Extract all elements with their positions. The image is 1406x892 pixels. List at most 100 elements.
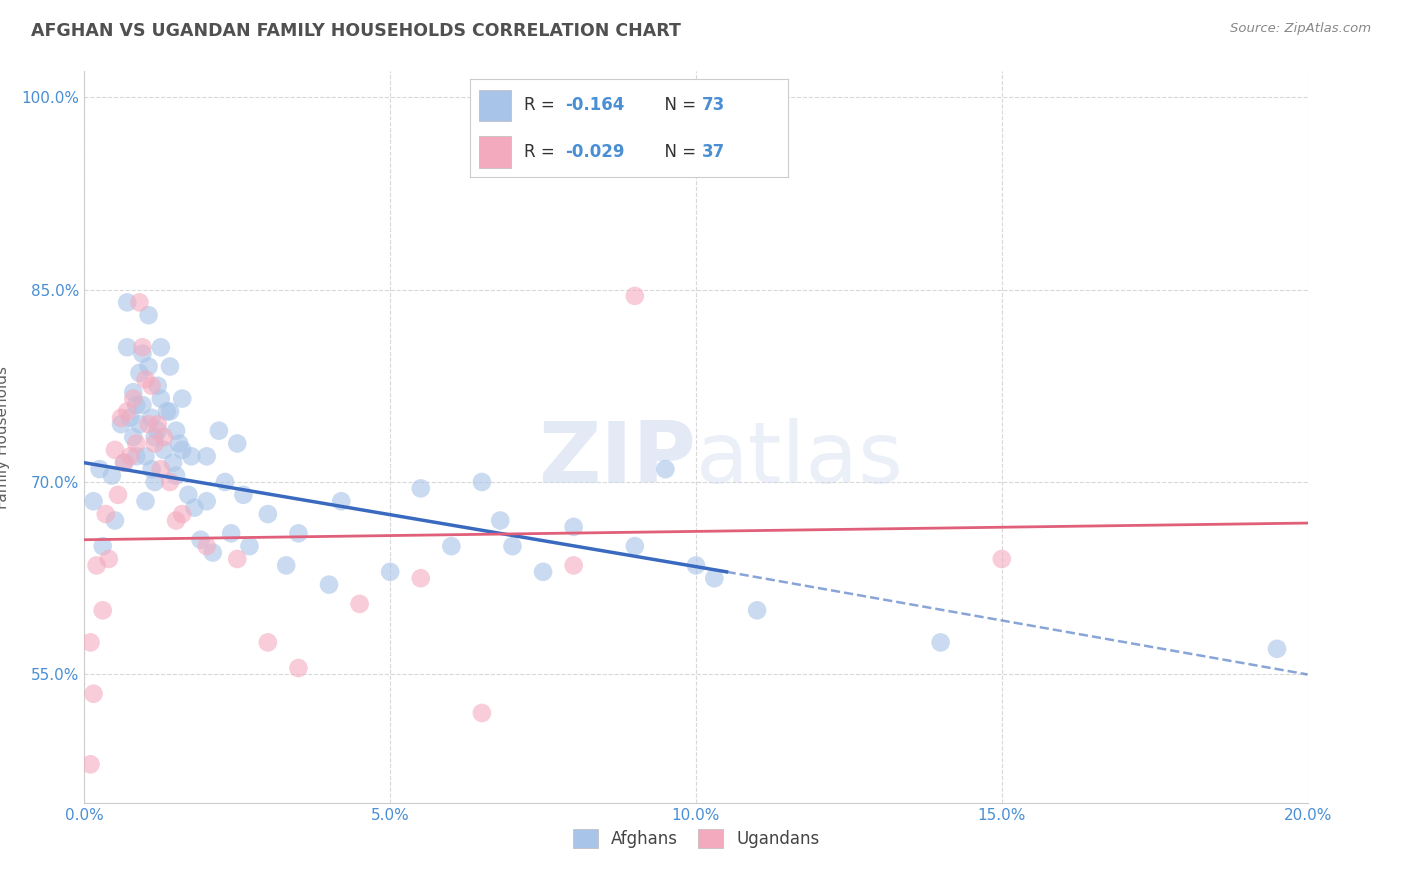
Point	[747, 603, 769, 617]
Point	[122, 385, 145, 400]
Point	[330, 494, 353, 508]
Point	[120, 450, 142, 464]
Point	[226, 436, 249, 450]
Point	[143, 475, 166, 489]
Point	[122, 392, 145, 406]
Point	[190, 533, 212, 547]
Text: ZIP: ZIP	[538, 417, 696, 500]
Point	[131, 398, 153, 412]
Point	[115, 340, 138, 354]
Point	[79, 757, 101, 772]
Legend: Afghans, Ugandans: Afghans, Ugandans	[564, 821, 828, 856]
Point	[562, 520, 585, 534]
Point	[162, 456, 184, 470]
Y-axis label: Family Households: Family Households	[0, 366, 10, 508]
Point	[219, 526, 242, 541]
Point	[232, 488, 254, 502]
Point	[104, 442, 127, 457]
Point	[703, 571, 725, 585]
Point	[143, 430, 166, 444]
Point	[110, 410, 132, 425]
Point	[143, 436, 166, 450]
Point	[165, 514, 187, 528]
Point	[380, 565, 402, 579]
Point	[110, 417, 132, 432]
Point	[159, 359, 181, 374]
Point	[440, 539, 463, 553]
Point	[101, 468, 124, 483]
Point	[991, 552, 1014, 566]
Point	[141, 410, 163, 425]
Point	[257, 507, 280, 521]
Point	[153, 442, 176, 457]
Point	[128, 295, 150, 310]
Point	[624, 539, 647, 553]
Point	[125, 436, 148, 450]
Point	[654, 462, 676, 476]
Point	[135, 450, 157, 464]
Point	[156, 404, 179, 418]
Point	[125, 398, 148, 412]
Point	[104, 514, 127, 528]
Point	[149, 392, 172, 406]
Point	[122, 430, 145, 444]
Point	[94, 507, 117, 521]
Point	[91, 603, 114, 617]
Point	[165, 424, 187, 438]
Point	[79, 635, 101, 649]
Point	[107, 488, 129, 502]
Point	[138, 359, 160, 374]
Point	[86, 558, 108, 573]
Point	[83, 687, 105, 701]
Point	[89, 462, 111, 476]
Point	[172, 392, 194, 406]
Point	[83, 494, 105, 508]
Point	[167, 436, 190, 450]
Point	[276, 558, 298, 573]
Point	[115, 295, 138, 310]
Point	[91, 539, 114, 553]
Point	[149, 462, 172, 476]
Point	[172, 507, 194, 521]
Point	[201, 545, 224, 559]
Text: AFGHAN VS UGANDAN FAMILY HOUSEHOLDS CORRELATION CHART: AFGHAN VS UGANDAN FAMILY HOUSEHOLDS CORR…	[31, 22, 681, 40]
Point	[177, 488, 200, 502]
Point	[238, 539, 260, 553]
Point	[471, 706, 494, 720]
Point	[471, 475, 494, 489]
Point	[135, 494, 157, 508]
Point	[112, 456, 135, 470]
Text: atlas: atlas	[696, 417, 904, 500]
Point	[128, 366, 150, 380]
Point	[214, 475, 236, 489]
Point	[624, 289, 647, 303]
Point	[153, 430, 176, 444]
Point	[120, 410, 142, 425]
Point	[208, 424, 231, 438]
Point	[138, 417, 160, 432]
Point	[146, 424, 169, 438]
Point	[531, 565, 554, 579]
Point	[115, 404, 138, 418]
Point	[159, 475, 181, 489]
Point	[489, 514, 512, 528]
Point	[141, 462, 163, 476]
Point	[131, 340, 153, 354]
Point	[929, 635, 952, 649]
Point	[138, 308, 160, 322]
Point	[112, 456, 135, 470]
Point	[149, 340, 172, 354]
Point	[195, 450, 218, 464]
Point	[502, 539, 524, 553]
Point	[1265, 641, 1288, 656]
Point	[257, 635, 280, 649]
Point	[318, 577, 340, 591]
Point	[409, 571, 432, 585]
Point	[131, 346, 153, 360]
Point	[135, 372, 157, 386]
Point	[141, 378, 163, 392]
Point	[287, 526, 309, 541]
Point	[685, 558, 707, 573]
Point	[183, 500, 205, 515]
Point	[128, 417, 150, 432]
